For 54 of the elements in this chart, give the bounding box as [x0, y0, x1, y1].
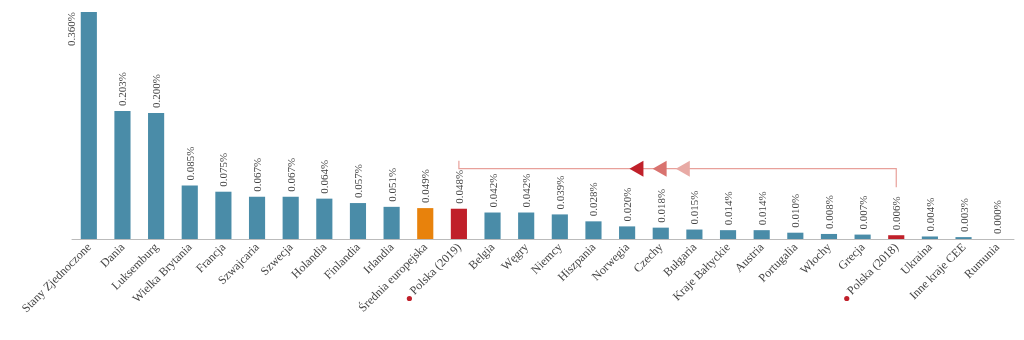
data-label: 0.075% — [217, 152, 230, 187]
bar — [417, 208, 434, 239]
bar — [518, 212, 535, 239]
bar — [484, 212, 501, 239]
bar — [820, 233, 838, 239]
bar — [551, 214, 568, 239]
bar — [652, 227, 669, 239]
data-label: 0.048% — [452, 169, 465, 204]
data-label: 0.014% — [755, 191, 768, 226]
bar — [921, 236, 938, 239]
data-label: 0.015% — [688, 190, 701, 225]
bar — [80, 12, 97, 239]
data-label: 0.008% — [822, 195, 835, 229]
data-label: 0.057% — [351, 164, 364, 199]
bar — [888, 235, 905, 239]
data-label: 0.003% — [957, 198, 970, 233]
data-label: 0.020% — [621, 187, 634, 222]
bar — [215, 191, 232, 239]
bar — [619, 226, 636, 239]
bar — [114, 111, 131, 239]
bar — [148, 112, 165, 239]
data-label: 0.064% — [318, 159, 331, 194]
data-label: 0.042% — [520, 173, 533, 208]
bar — [181, 185, 198, 239]
data-label: 0.000% — [991, 200, 1004, 234]
bar — [316, 198, 333, 239]
data-label: 0.039% — [553, 175, 566, 210]
data-label: 0.014% — [722, 191, 735, 226]
bar — [686, 229, 703, 239]
data-label: 0.007% — [856, 195, 869, 230]
data-label: 0.203% — [116, 72, 129, 106]
bar — [753, 230, 770, 239]
bar — [787, 232, 804, 239]
data-label: 0.067% — [284, 157, 297, 192]
data-label: 0.360% — [65, 12, 78, 46]
bar — [854, 234, 871, 239]
bar — [349, 203, 367, 239]
data-label: 0.028% — [587, 182, 600, 217]
data-label: 0.006% — [890, 196, 903, 231]
data-label: 0.042% — [486, 173, 499, 208]
bar — [719, 230, 737, 239]
data-label: 0.067% — [251, 157, 264, 192]
data-label: 0.051% — [385, 167, 398, 202]
bar — [585, 221, 602, 239]
bar — [248, 196, 266, 239]
data-label: 0.200% — [150, 73, 163, 108]
data-label: 0.049% — [419, 169, 432, 204]
data-label: 0.010% — [789, 193, 802, 228]
bar — [383, 206, 400, 239]
data-label: 0.085% — [183, 146, 196, 181]
bar — [282, 196, 299, 239]
data-label: 0.018% — [654, 188, 667, 223]
bar — [450, 208, 467, 239]
data-label: 0.004% — [923, 197, 936, 232]
